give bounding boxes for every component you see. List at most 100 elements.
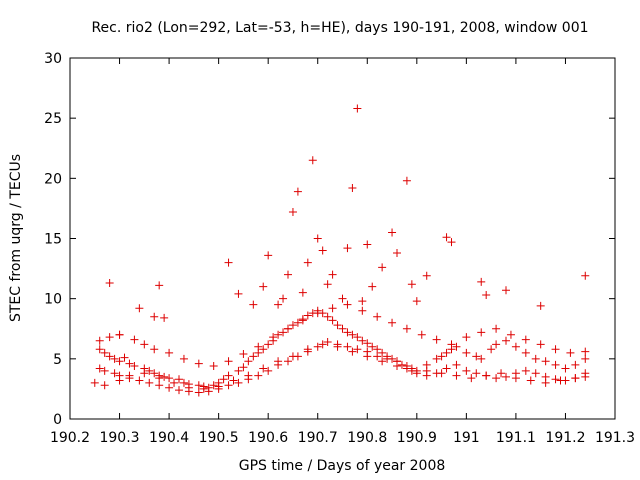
- y-tick-label: 0: [53, 412, 62, 428]
- data-point: [135, 304, 144, 313]
- data-point: [308, 156, 317, 165]
- plot-frame: [69, 57, 616, 420]
- data-point: [407, 280, 416, 289]
- x-axis: 190.2 190.3 190.4 190.5 190.6 190.7 190.8 190.9…: [50, 58, 635, 446]
- y-tick-label: 10: [44, 292, 62, 308]
- data-point: [175, 386, 183, 395]
- data-point: [556, 376, 565, 385]
- data-point: [165, 348, 174, 357]
- data-point: [318, 246, 327, 255]
- data-point: [249, 300, 258, 309]
- data-point: [239, 363, 248, 372]
- data-point: [348, 183, 357, 192]
- data-point: [229, 376, 238, 385]
- data-point: [492, 324, 501, 333]
- data-point: [397, 360, 406, 369]
- data-point: [358, 336, 367, 345]
- data-point: [135, 376, 144, 385]
- data-point: [581, 354, 590, 363]
- x-tick-label: 191.1: [496, 430, 536, 446]
- data-point: [511, 374, 520, 383]
- data-point: [323, 337, 332, 346]
- data-point: [452, 342, 461, 351]
- data-point: [432, 354, 441, 363]
- data-point: [259, 345, 268, 354]
- y-tick-label: 5: [53, 352, 62, 368]
- data-point: [194, 381, 203, 390]
- data-point: [363, 240, 372, 249]
- data-point: [551, 375, 560, 384]
- data-point: [383, 354, 392, 363]
- data-point: [313, 342, 322, 351]
- data-point: [407, 364, 416, 373]
- data-point: [536, 340, 545, 349]
- data-point: [323, 280, 332, 289]
- data-point: [492, 340, 501, 349]
- data-point: [110, 369, 119, 378]
- data-point: [521, 366, 530, 375]
- data-point: [110, 354, 119, 363]
- x-tick-label: 190.7: [298, 430, 338, 446]
- data-point: [462, 366, 471, 375]
- data-point: [155, 281, 164, 290]
- data-point: [239, 350, 248, 359]
- data-point: [224, 258, 233, 267]
- data-point: [432, 335, 441, 344]
- data-point: [472, 369, 481, 378]
- data-point: [194, 359, 203, 368]
- data-point: [165, 374, 174, 383]
- data-point: [551, 345, 560, 354]
- data-point: [313, 309, 322, 318]
- data-point: [581, 372, 590, 381]
- data-point: [125, 359, 134, 368]
- data-point: [284, 324, 292, 333]
- data-point: [184, 383, 193, 392]
- data-point: [194, 388, 203, 397]
- data-point: [175, 375, 183, 384]
- x-tick-label: 190.6: [248, 430, 288, 446]
- data-point: [531, 354, 540, 363]
- data-point: [259, 364, 268, 373]
- data-points: [90, 104, 590, 397]
- y-tick-label: 25: [44, 111, 62, 127]
- data-point: [536, 301, 545, 310]
- data-point: [521, 348, 530, 357]
- data-point: [318, 340, 327, 349]
- data-point: [571, 360, 580, 369]
- data-point: [348, 347, 357, 356]
- data-point: [244, 371, 253, 380]
- data-point: [581, 271, 590, 280]
- data-point: [274, 330, 283, 339]
- data-point: [288, 321, 297, 330]
- data-point: [105, 279, 114, 288]
- x-tick-label: 190.4: [149, 430, 189, 446]
- y-tick-label: 30: [44, 51, 62, 67]
- data-point: [358, 306, 367, 315]
- data-point: [234, 366, 243, 375]
- data-point: [105, 333, 114, 342]
- data-point: [363, 339, 372, 348]
- data-point: [487, 345, 496, 354]
- data-point: [298, 316, 307, 325]
- data-point: [393, 362, 401, 371]
- data-point: [204, 387, 213, 396]
- data-point: [388, 318, 397, 327]
- data-point: [338, 324, 347, 333]
- data-point: [452, 371, 461, 380]
- data-point: [254, 342, 263, 351]
- data-point: [447, 238, 456, 247]
- data-point: [279, 328, 288, 337]
- data-point: [303, 345, 312, 354]
- data-point: [284, 357, 292, 366]
- data-point: [328, 270, 337, 279]
- data-point: [234, 289, 243, 298]
- data-point: [477, 328, 486, 337]
- data-point: [373, 352, 382, 361]
- data-point: [477, 277, 486, 286]
- x-tick-label: 191.3: [595, 430, 635, 446]
- data-point: [328, 304, 337, 313]
- data-point: [353, 104, 362, 113]
- data-point: [358, 297, 367, 306]
- data-point: [140, 369, 149, 378]
